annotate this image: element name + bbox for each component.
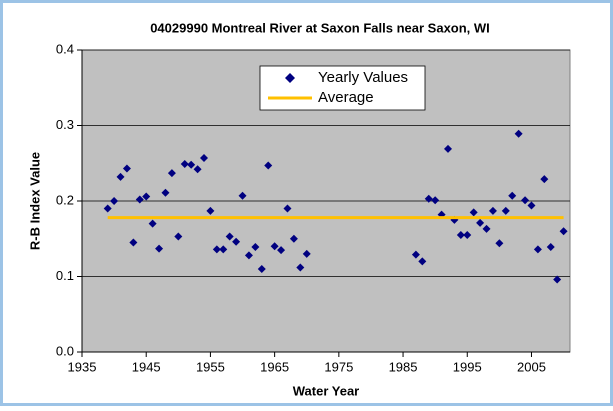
data-point: [238, 191, 247, 200]
legend-box: [259, 65, 426, 111]
legend-label: Average: [318, 89, 374, 106]
x-tick-label: 1975: [324, 359, 353, 374]
data-point: [527, 201, 536, 210]
data-point: [508, 191, 517, 200]
data-point: [116, 172, 125, 181]
data-point: [142, 192, 151, 201]
legend-label: Yearly Values: [318, 69, 408, 86]
x-tick-label: 1965: [260, 359, 289, 374]
data-point: [476, 218, 485, 227]
chart-title: 04029990 Montreal River at Saxon Falls n…: [150, 20, 490, 35]
data-point: [257, 264, 266, 273]
data-point: [122, 164, 131, 173]
data-point: [546, 243, 555, 252]
data-point: [514, 129, 523, 138]
x-tick-label: 1935: [68, 359, 97, 374]
data-point: [444, 144, 452, 153]
data-point: [148, 219, 157, 228]
data-point: [488, 206, 497, 215]
data-point: [206, 206, 215, 215]
x-tick-label: 2005: [517, 359, 546, 374]
data-point: [225, 232, 234, 241]
data-point: [232, 237, 241, 246]
x-tick-label: 1985: [389, 359, 418, 374]
y-tick-label: 0.1: [56, 268, 74, 283]
data-point: [110, 197, 119, 205]
data-point: [553, 275, 562, 284]
data-point: [289, 234, 298, 243]
y-axis-label: R-B Index Value: [27, 152, 42, 250]
data-point: [277, 246, 286, 255]
data-point: [129, 238, 138, 247]
data-point: [456, 230, 465, 239]
data-point: [495, 239, 504, 248]
data-point: [418, 257, 427, 266]
y-tick-label: 0.3: [56, 117, 74, 132]
data-point: [521, 196, 530, 205]
data-point: [155, 244, 164, 253]
y-tick-label: 0.4: [56, 41, 74, 56]
data-point: [193, 165, 202, 174]
data-point: [270, 242, 279, 251]
data-point: [187, 160, 196, 169]
data-point: [180, 160, 189, 169]
data-point: [540, 175, 549, 184]
data-point: [251, 243, 260, 252]
data-point: [424, 194, 433, 203]
data-point: [296, 263, 305, 272]
x-axis-label: Water Year: [293, 383, 360, 398]
data-point: [174, 232, 183, 241]
x-tick-label: 1995: [453, 359, 482, 374]
legend-swatch: [285, 73, 295, 83]
data-point: [559, 227, 568, 236]
data-point: [501, 206, 510, 215]
y-tick-label: 0.0: [56, 343, 74, 358]
data-point: [200, 153, 208, 162]
data-point: [302, 249, 311, 258]
data-point: [469, 208, 478, 217]
data-point: [431, 196, 440, 205]
data-point: [219, 245, 228, 254]
data-point: [283, 204, 292, 213]
data-point: [463, 230, 472, 239]
data-point: [161, 188, 170, 197]
data-point: [411, 250, 420, 259]
x-tick-label: 1945: [132, 359, 161, 374]
data-point: [167, 169, 176, 178]
data-point: [482, 224, 491, 233]
data-point: [264, 161, 273, 170]
data-point: [103, 204, 112, 213]
y-tick-label: 0.2: [56, 192, 74, 207]
data-point: [244, 251, 253, 260]
data-point: [533, 245, 542, 254]
data-point: [135, 195, 144, 204]
x-tick-label: 1955: [196, 359, 225, 374]
data-point: [212, 245, 221, 254]
